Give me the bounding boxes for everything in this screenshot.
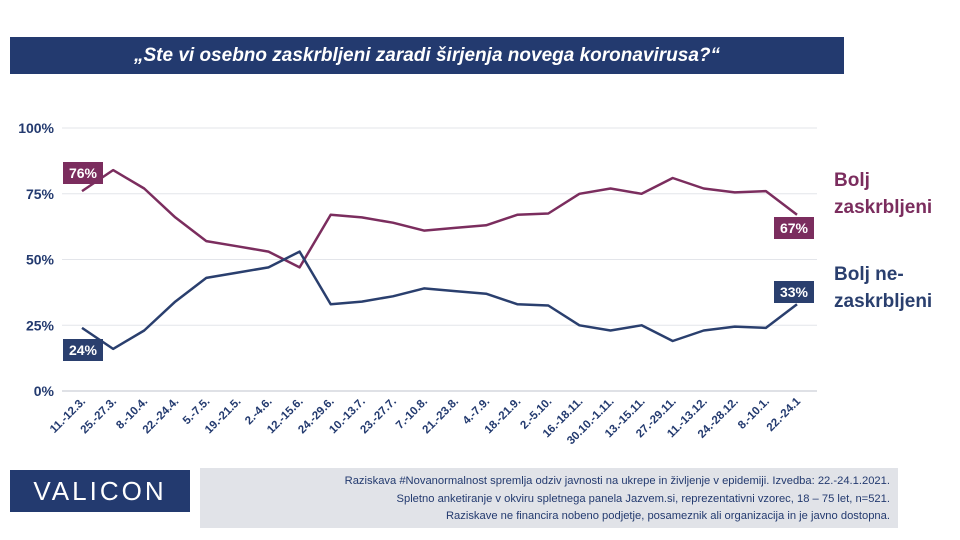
data-label: 76% (69, 165, 98, 181)
footnote-line-2: Spletno anketiranje v okviru spletnega p… (396, 492, 890, 505)
footnote-line-1: Raziskava #Novanormalnost spremlja odziv… (344, 475, 890, 487)
legend-label: zaskrbljeni (834, 291, 932, 312)
data-label-box (774, 217, 814, 239)
valicon-logo: VALICON (10, 470, 190, 512)
chart-title: „Ste vi osebno zaskrbljeni zaradi širjen… (10, 37, 844, 74)
y-tick-label: 0% (34, 383, 55, 399)
y-tick-label: 25% (26, 317, 55, 333)
data-label-box (63, 339, 103, 361)
footnote: Raziskava #Novanormalnost spremlja odziv… (200, 468, 898, 528)
data-label-box (774, 281, 814, 303)
data-label: 67% (780, 220, 809, 236)
data-label: 33% (780, 284, 809, 300)
legend-label: Bolj ne- (834, 264, 904, 285)
legend-label: zaskrbljeni (834, 197, 932, 218)
footnote-line-3: Raziskave ne financira nobeno podjetje, … (445, 510, 890, 522)
legend-label: Bolj (834, 170, 870, 191)
y-tick-label: 75% (26, 186, 55, 202)
y-tick-label: 100% (18, 120, 54, 136)
data-label: 24% (69, 342, 98, 358)
y-tick-label: 50% (26, 252, 55, 268)
series-line (81, 250, 798, 351)
series-line (81, 168, 798, 269)
data-label-box (63, 162, 103, 184)
x-tick-label: 22.-24.1 (765, 395, 804, 434)
